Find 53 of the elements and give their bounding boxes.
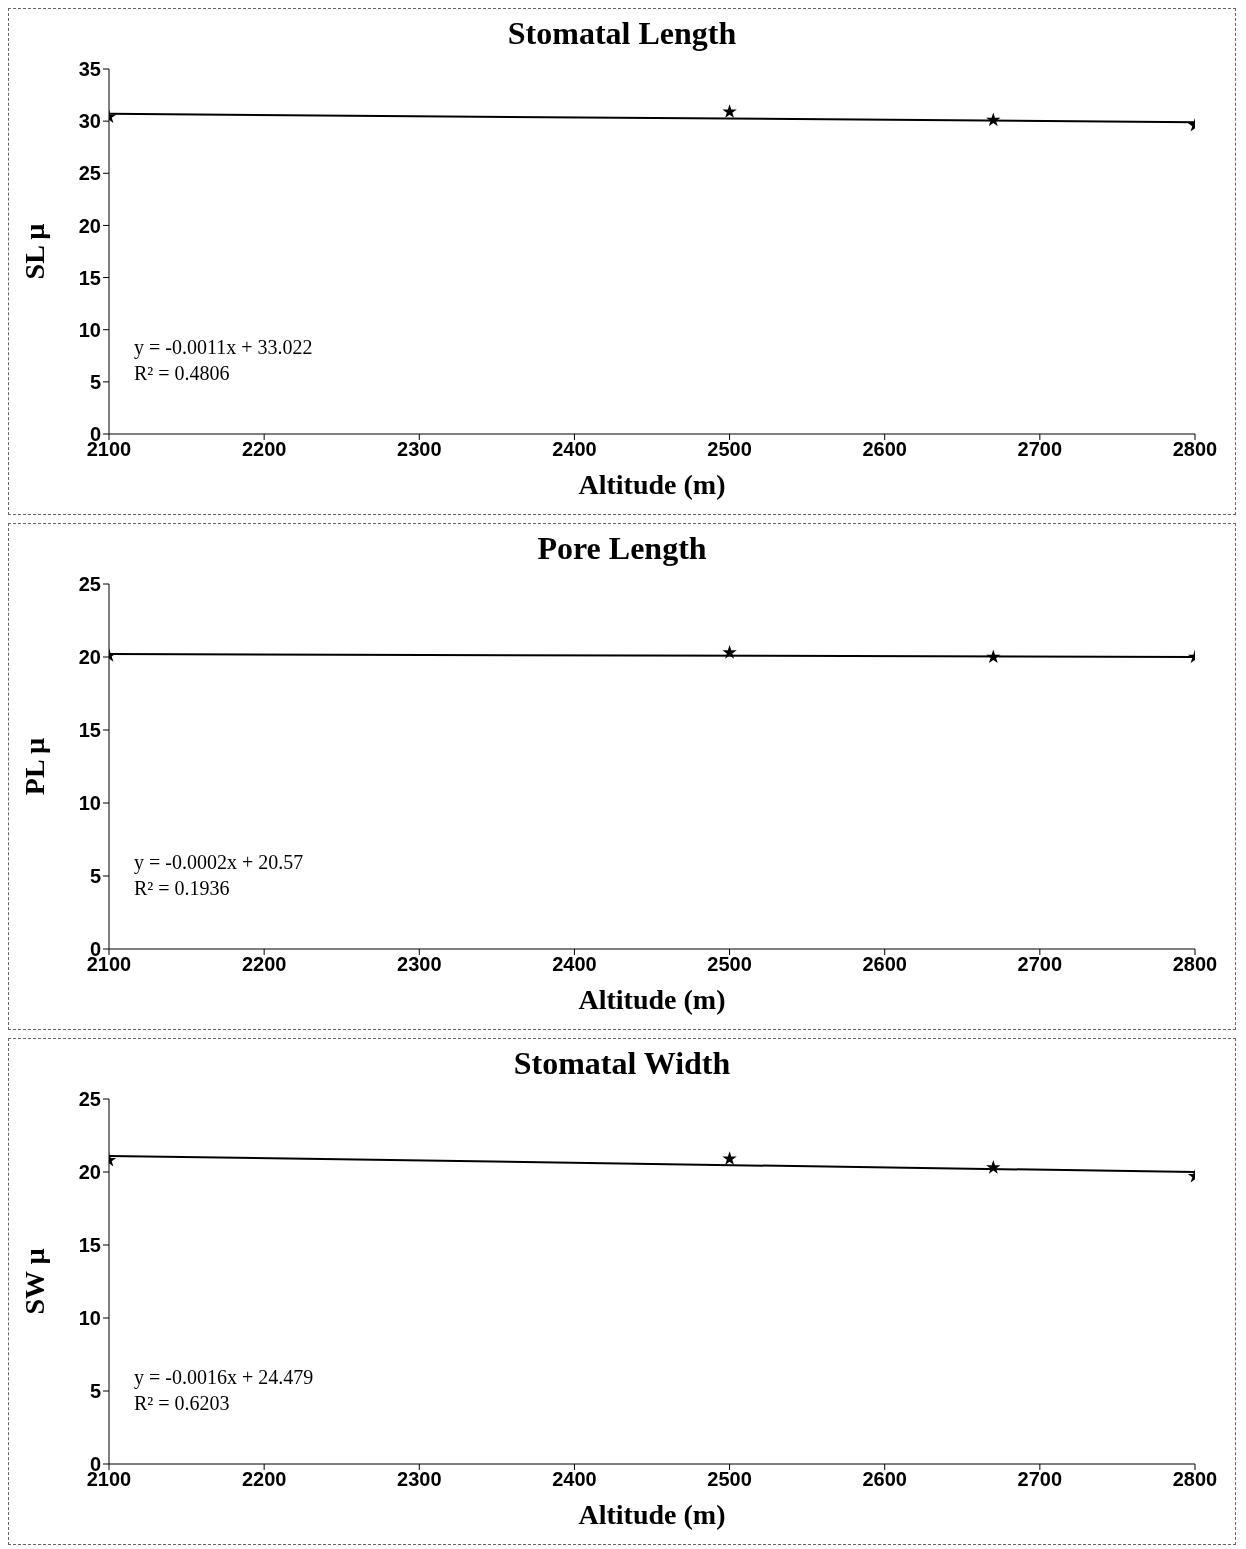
x-tick-label: 2600	[862, 438, 907, 461]
annotation: R² = 0.1936	[134, 876, 231, 901]
x-axis-title: Altitude (m)	[578, 469, 726, 500]
x-tick-label: 2700	[1017, 1468, 1063, 1491]
x-tick-label: 2200	[241, 1468, 287, 1491]
x-axis-title: Altitude (m)	[578, 984, 726, 1015]
y-tick-label: 5	[89, 865, 101, 888]
x-tick-label: 2500	[707, 953, 752, 976]
x-tick-label: 2300	[397, 438, 442, 461]
x-tick-label: 2600	[862, 953, 907, 976]
x-tick-label: 2400	[552, 1468, 597, 1491]
y-tick-label: 5	[89, 1380, 101, 1403]
y-tick-label: 25	[78, 573, 101, 596]
y-tick-label: 35	[78, 58, 101, 81]
x-tick-label: 2500	[707, 1468, 752, 1491]
y-tick-label: 20	[78, 1161, 101, 1184]
x-tick-label: 2800	[1172, 438, 1218, 461]
y-tick-label: 20	[78, 646, 101, 669]
x-tick-label: 2800	[1172, 1468, 1218, 1491]
y-tick-label: 15	[78, 266, 101, 289]
x-tick-label: 2200	[241, 953, 287, 976]
x-tick-label: 2300	[397, 1468, 442, 1491]
x-axis-title: Altitude (m)	[578, 1499, 726, 1530]
y-tick-label: 20	[78, 214, 101, 237]
y-axis-title: SW µ	[18, 1248, 50, 1315]
y-tick-label: 10	[78, 792, 101, 815]
y-tick-label: 5	[89, 370, 101, 393]
annotation: R² = 0.6203	[134, 1391, 231, 1416]
x-tick-label: 2600	[862, 1468, 907, 1491]
annotation: y = -0.0011x + 33.022	[134, 335, 313, 360]
annotation: y = -0.0016x + 24.479	[134, 1365, 314, 1390]
y-tick-label: 15	[78, 1234, 101, 1257]
annotation: y = -0.0002x + 20.57	[134, 850, 304, 875]
x-tick-label: 2400	[552, 953, 597, 976]
x-tick-label: 2800	[1172, 953, 1218, 976]
y-tick-label: 10	[78, 1307, 101, 1330]
y-tick-label: 10	[78, 318, 101, 341]
x-tick-label: 2200	[241, 438, 287, 461]
x-tick-label: 2700	[1017, 953, 1063, 976]
y-tick-label: 30	[78, 110, 101, 133]
x-tick-label: 2700	[1017, 438, 1063, 461]
y-axis-title: PL µ	[18, 737, 50, 796]
x-tick-label: 2500	[707, 438, 752, 461]
y-tick-label: 15	[78, 719, 101, 742]
y-tick-label: 25	[78, 1088, 101, 1111]
x-tick-label: 2300	[397, 953, 442, 976]
y-axis-title: SL µ	[18, 223, 50, 280]
chart-title: Stomatal Length	[506, 15, 738, 52]
chart-title: Stomatal Width	[512, 1045, 732, 1082]
annotation: R² = 0.4806	[134, 361, 231, 386]
y-tick-label: 25	[78, 162, 101, 185]
x-tick-label: 2400	[552, 438, 597, 461]
chart-title: Pore Length	[536, 530, 708, 567]
